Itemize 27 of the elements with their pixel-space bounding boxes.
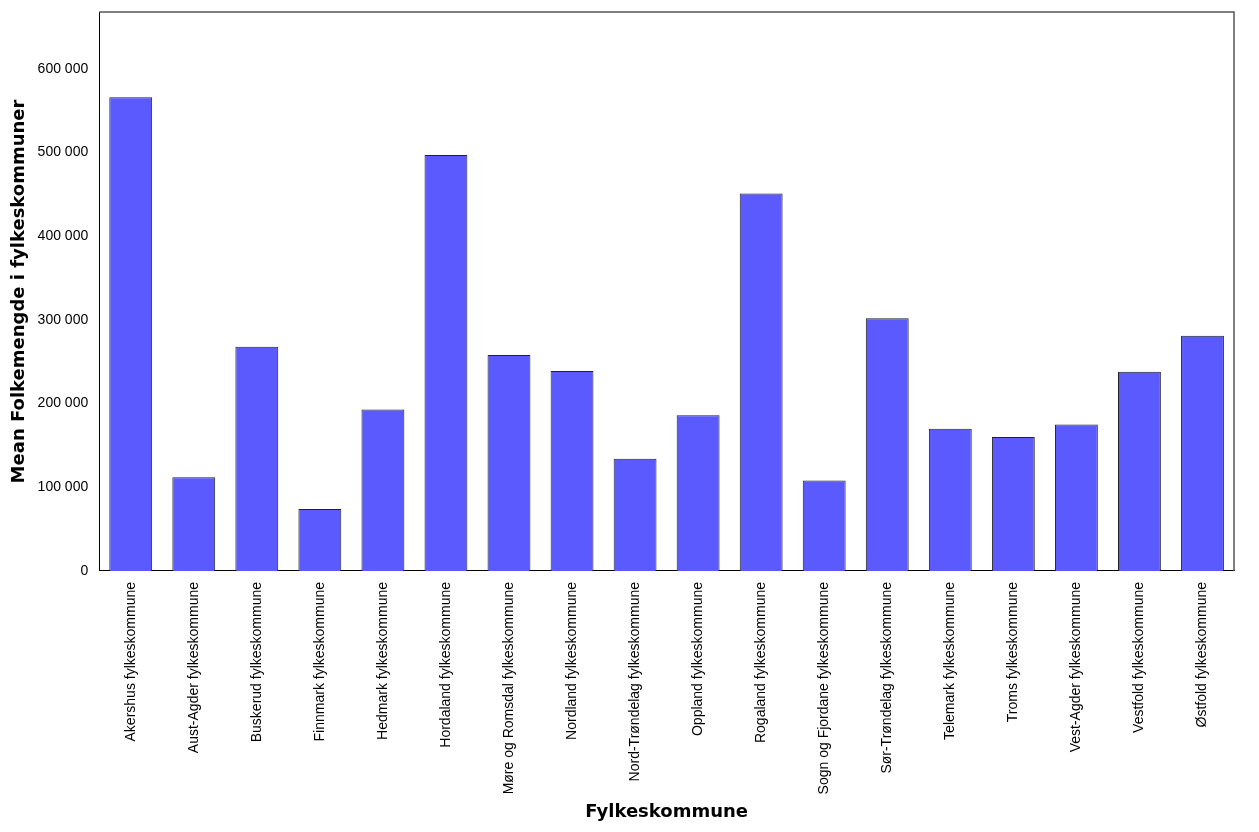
- x-tick-label: Nord-Trøndelag fylkeskommune: [625, 581, 642, 782]
- x-tick-label: Akershus fylkeskommune: [121, 581, 138, 742]
- x-tick-label: Møre og Romsdal fylkeskommune: [499, 581, 516, 795]
- x-tick-label: Sør-Trøndelag fylkeskommune: [878, 581, 895, 774]
- x-tick-label: Buskerud fylkeskommune: [247, 581, 264, 743]
- x-tick-label: Telemark fylkeskommune: [941, 581, 958, 740]
- y-tick-label: 500 000: [37, 143, 89, 160]
- x-axis-title: Fylkeskommune: [585, 799, 749, 821]
- x-tick-label: Nordland fylkeskommune: [562, 581, 579, 740]
- x-tick-label: Hordaland fylkeskommune: [436, 581, 453, 748]
- y-tick-label: 200 000: [37, 394, 89, 411]
- x-tick-label: Østfold fylkeskommune: [1193, 581, 1210, 728]
- x-tick-label: Rogaland fylkeskommune: [752, 581, 769, 744]
- x-tick-label: Sogn og Fjordane fylkeskommune: [815, 581, 832, 795]
- y-tick-label: 400 000: [37, 227, 89, 244]
- x-tick-label: Hedmark fylkeskommune: [373, 581, 390, 740]
- y-tick-label: 0: [80, 561, 89, 578]
- x-tick-label: Aust-Agder fylkeskommune: [184, 581, 201, 754]
- y-tick-label: 600 000: [37, 59, 89, 76]
- x-tick-label: Vest-Agder fylkeskommune: [1067, 581, 1084, 753]
- y-tick-label: 300 000: [37, 310, 89, 327]
- y-tick-label: 100 000: [37, 478, 89, 495]
- x-tick-label: Finnmark fylkeskommune: [310, 581, 327, 742]
- x-tick-label: Oppland fylkeskommune: [688, 581, 705, 737]
- x-tick-label: Troms fylkeskommune: [1004, 581, 1021, 723]
- y-axis-title: Mean Folkemengde i fylkeskommuner: [7, 99, 29, 484]
- x-tick-label: Vestfold fylkeskommune: [1130, 581, 1147, 733]
